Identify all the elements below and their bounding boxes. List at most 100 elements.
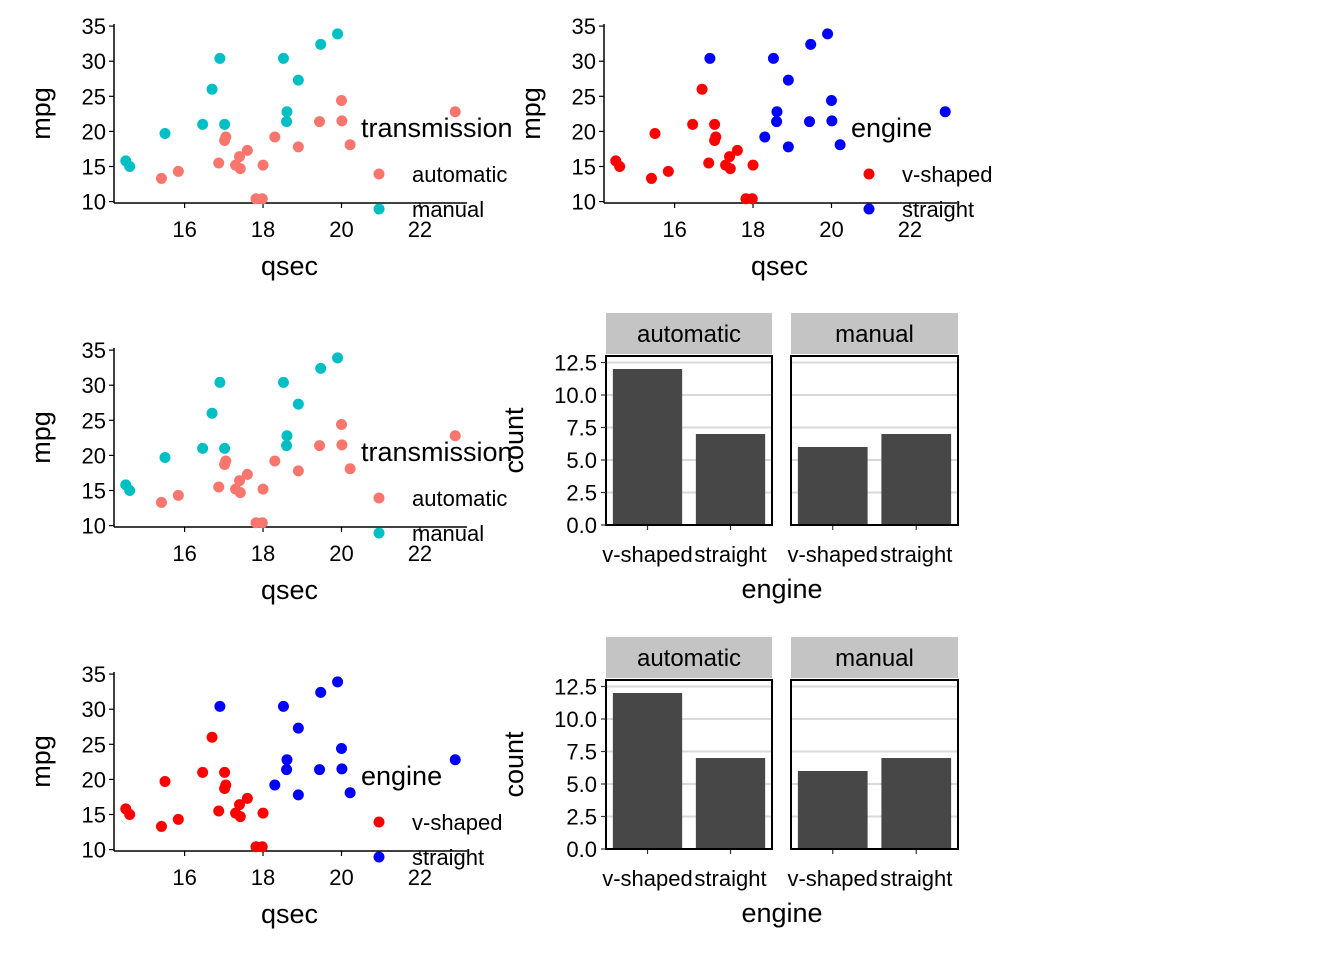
data-point-automatic (269, 131, 281, 143)
facet-strip-automatic (606, 313, 772, 354)
x-tick-label: v-shaped (602, 866, 693, 891)
data-point-v-shaped (234, 799, 246, 811)
data-point-straight (269, 779, 281, 791)
data-point-manual (124, 160, 136, 172)
data-point-automatic (220, 455, 232, 467)
data-point-straight (759, 131, 771, 143)
data-point-v-shaped (645, 172, 657, 184)
data-point-v-shaped (662, 165, 674, 177)
facet-strip-automatic (606, 637, 772, 678)
data-point-automatic (336, 115, 348, 127)
data-point-v-shaped (740, 193, 752, 205)
x-tick-label: 20 (329, 217, 353, 242)
x-tick-label: 20 (819, 217, 843, 242)
bar-automatic-straight (695, 434, 766, 525)
y-tick-label: 20 (82, 119, 106, 144)
y-tick-label: 2.5 (566, 481, 597, 506)
y-tick-label: 35 (572, 14, 596, 39)
data-point-v-shaped (159, 776, 171, 788)
data-point-straight (805, 38, 817, 50)
x-tick-label: 18 (251, 865, 275, 890)
data-point-manual (159, 452, 171, 464)
data-point-v-shaped (720, 159, 732, 171)
y-tick-label: 30 (572, 49, 596, 74)
data-point-v-shaped (219, 766, 231, 778)
data-point-manual (219, 442, 231, 454)
data-point-manual (197, 118, 209, 130)
data-point-automatic (234, 475, 246, 487)
data-point-v-shaped (724, 151, 736, 163)
data-point-straight (771, 116, 783, 128)
panel-scatter-engine-top: 10 15 20 25 30 35 16 18 20 22 qsec mpg engine v-shape… (516, 14, 993, 281)
bar-manual-v-shaped (797, 447, 868, 525)
y-axis-title: count (499, 407, 529, 474)
data-point-manual (281, 430, 293, 442)
legend-label: automatic (412, 162, 507, 187)
data-point-automatic (335, 95, 347, 107)
y-tick-label: 7.5 (566, 416, 597, 441)
legend-key-v-shaped (373, 816, 385, 828)
data-point-automatic (172, 489, 184, 501)
bar-manual-straight (881, 758, 952, 849)
legend-key-straight (373, 851, 385, 863)
y-tick-label: 35 (82, 338, 106, 363)
data-point-automatic (449, 106, 461, 118)
facet-strip-label: automatic (637, 645, 741, 672)
y-tick-label: 30 (82, 373, 106, 398)
data-point-manual (315, 38, 327, 50)
y-axis-title: mpg (26, 87, 56, 140)
data-point-v-shaped (257, 807, 269, 819)
data-point-straight (826, 115, 838, 127)
data-point-automatic (336, 439, 348, 451)
legend-key-manual (373, 203, 385, 215)
x-tick-label: 16 (662, 217, 686, 242)
y-tick-label: 7.5 (566, 740, 597, 765)
y-tick-label: 15 (82, 802, 106, 827)
y-tick-label: 12.5 (554, 351, 597, 376)
x-axis-title: qsec (261, 251, 318, 281)
y-tick-label: 15 (572, 154, 596, 179)
data-point-automatic (241, 144, 253, 156)
data-point-straight (281, 754, 293, 766)
y-axis-title: count (499, 731, 529, 798)
bar-automatic-v-shaped (612, 369, 683, 525)
y-tick-label: 25 (82, 408, 106, 433)
y-tick-label: 10.0 (554, 383, 597, 408)
data-point-v-shaped (155, 820, 167, 832)
data-point-manual (214, 376, 226, 388)
y-tick-label: 2.5 (566, 805, 597, 830)
y-tick-label: 20 (572, 119, 596, 144)
y-tick-label: 30 (82, 697, 106, 722)
y-tick-label: 20 (82, 767, 106, 792)
data-point-v-shaped (703, 157, 715, 169)
data-point-automatic (344, 139, 356, 151)
data-point-manual (206, 83, 218, 95)
data-point-straight (214, 700, 226, 712)
facet-strip-manual (791, 637, 958, 678)
bar-automatic-v-shaped (612, 693, 683, 849)
data-point-straight (822, 28, 834, 40)
data-point-automatic (155, 172, 167, 184)
bar-automatic-straight (695, 758, 766, 849)
legend-label: straight (902, 197, 974, 222)
data-point-automatic (250, 517, 262, 529)
data-point-v-shaped (206, 731, 218, 743)
data-point-automatic (155, 496, 167, 508)
data-point-automatic (234, 151, 246, 163)
x-tick-label: 18 (251, 217, 275, 242)
x-axis-title: qsec (261, 899, 318, 929)
data-point-straight (292, 722, 304, 734)
x-tick-label: 18 (251, 541, 275, 566)
y-tick-label: 10.0 (554, 707, 597, 732)
data-point-straight (281, 764, 293, 776)
data-point-automatic (335, 419, 347, 431)
x-tick-label: 16 (172, 541, 196, 566)
x-tick-label: v-shaped (602, 542, 693, 567)
x-axis-title: qsec (261, 575, 318, 605)
y-axis-title: mpg (516, 87, 546, 140)
data-point-straight (834, 139, 846, 151)
data-point-straight (704, 52, 716, 64)
data-point-straight (332, 676, 344, 688)
data-point-manual (292, 74, 304, 86)
